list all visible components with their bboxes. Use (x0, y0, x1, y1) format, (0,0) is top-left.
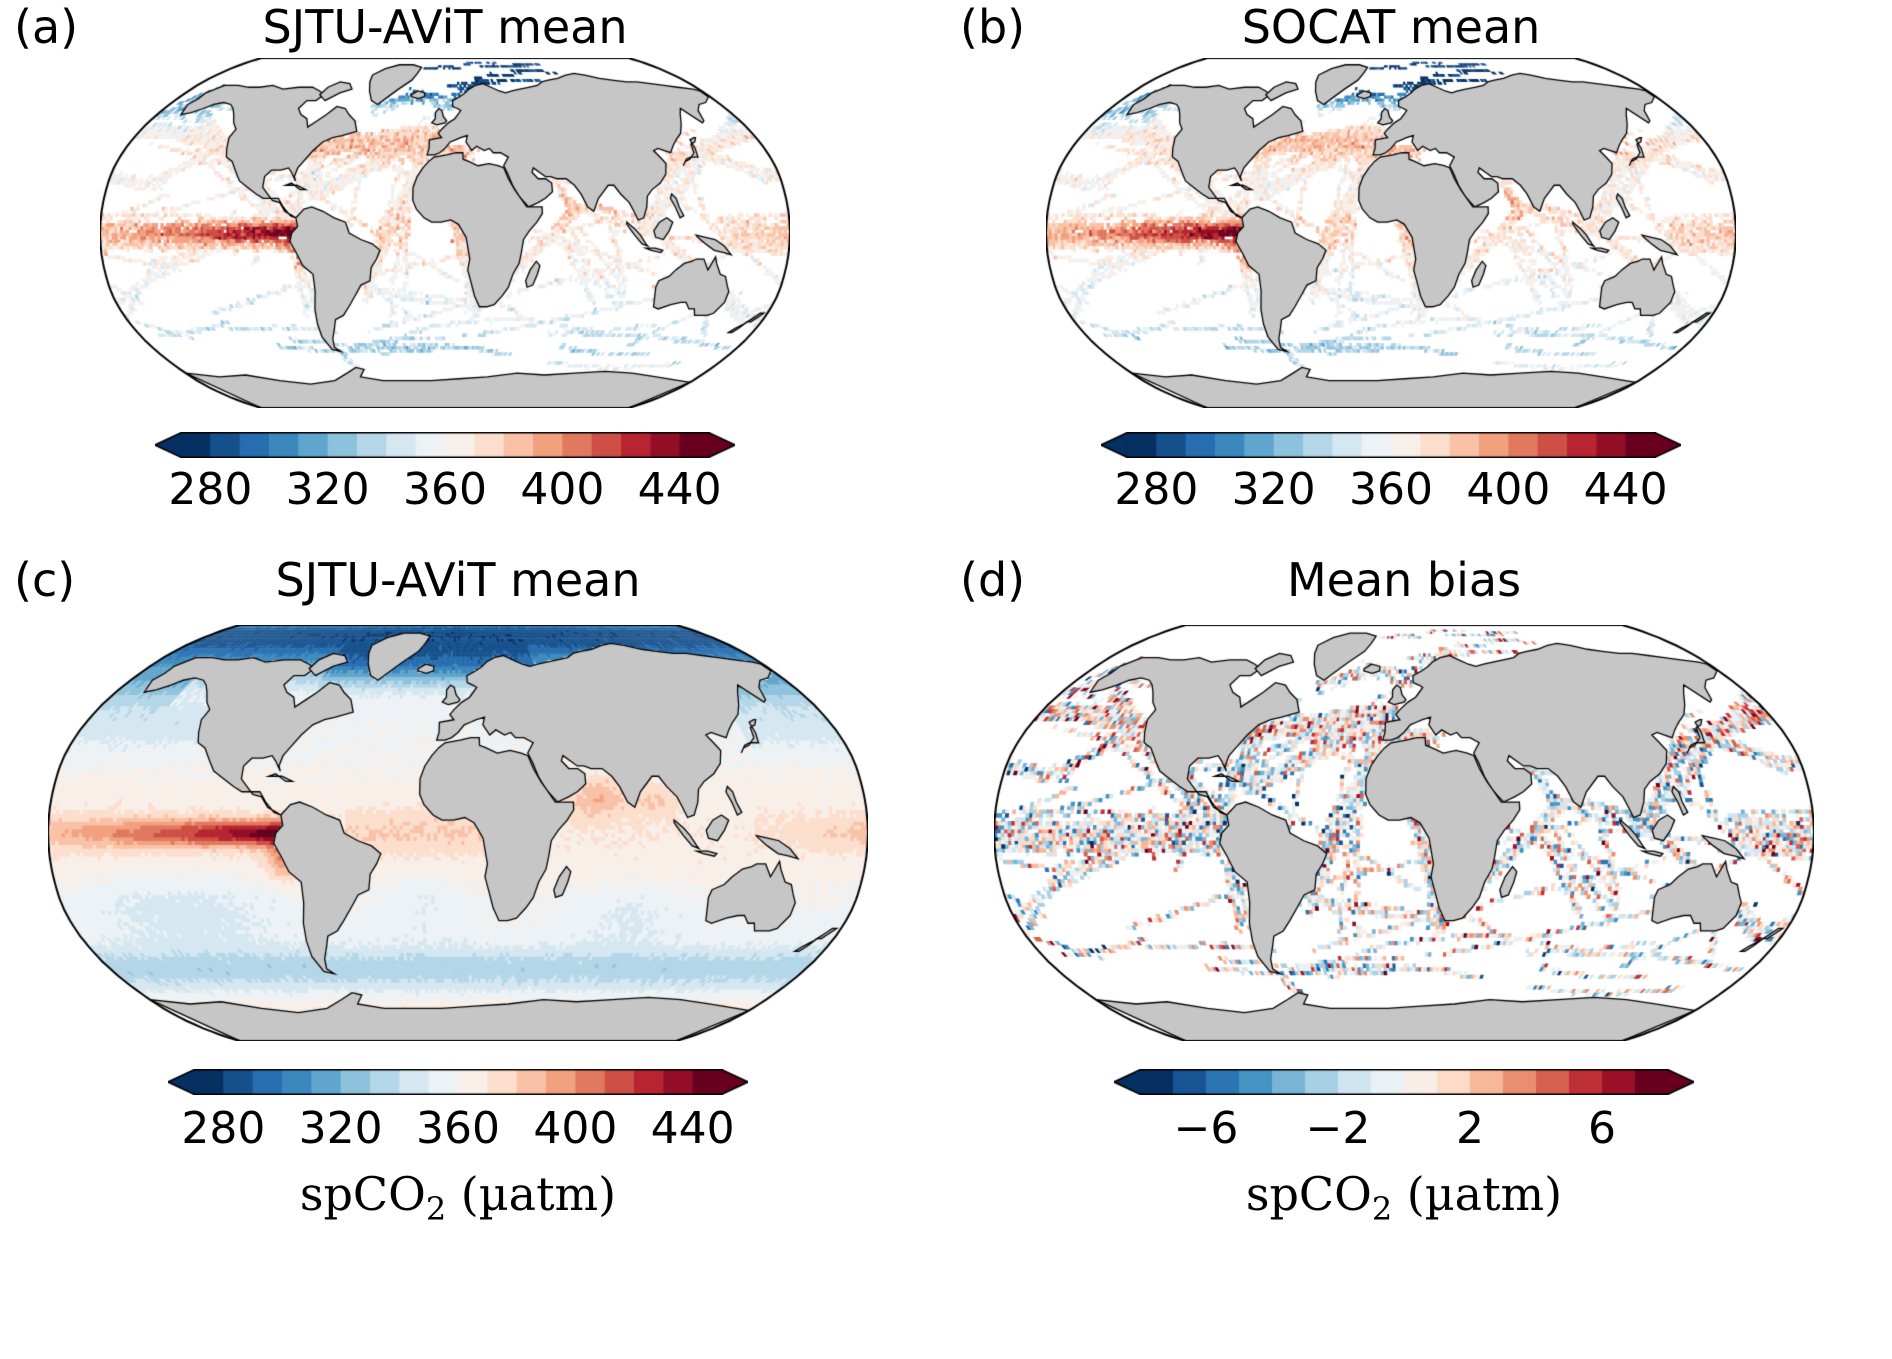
colorbar-tick-label: −6 (1173, 1103, 1239, 1154)
panel-b-label: (b) (960, 0, 1026, 54)
colorbar-tick-label: 320 (298, 1103, 383, 1154)
panel-b: (b) SOCAT mean 280 320 360 400 440 (946, 0, 1892, 545)
panel-d-colorbar-ticks: −6 −2 2 6 (1114, 1103, 1694, 1157)
panel-d-colorbar (1114, 1069, 1694, 1095)
panel-c: (c) SJTU-AViT mean 280 320 360 400 440 spCO2… (0, 545, 946, 1359)
axis-label-units: (µatm) (1392, 1167, 1563, 1221)
axis-label-variable: spCO (1245, 1167, 1372, 1221)
axis-label-variable: spCO (299, 1167, 426, 1221)
colorbar-tick-label: 280 (181, 1103, 266, 1154)
panel-d-axis-label: spCO2 (µatm) (1114, 1167, 1694, 1228)
colorbar-tick-label: 360 (416, 1103, 500, 1154)
colorbar-tick-label: 360 (1349, 464, 1433, 515)
colorbar-tick-label: 6 (1588, 1103, 1616, 1154)
axis-label-units: (µatm) (446, 1167, 617, 1221)
panel-c-colorbar (168, 1069, 748, 1095)
panel-c-axis-label: spCO2 (µatm) (168, 1167, 748, 1228)
panel-a-title: SJTU-AViT mean (262, 0, 628, 54)
panel-c-title: SJTU-AViT mean (275, 553, 641, 607)
colorbar-tick-label: 320 (285, 464, 370, 515)
colorbar-tick-label: 440 (637, 464, 722, 515)
colorbar-tick-label: 2 (1456, 1103, 1484, 1154)
colorbar-tick-label: −2 (1305, 1103, 1371, 1154)
panel-a-colorbar (155, 432, 735, 458)
panel-d-title: Mean bias (1286, 553, 1522, 607)
colorbar-tick-label: 440 (1583, 464, 1668, 515)
panel-a: (a) SJTU-AViT mean 280 320 360 400 440 (0, 0, 946, 545)
colorbar-tick-label: 320 (1231, 464, 1316, 515)
panel-d: (d) Mean bias −6 −2 2 6 spCO2 (µatm) (946, 545, 1892, 1359)
colorbar-tick-label: 440 (650, 1103, 735, 1154)
axis-label-subscript: 2 (1371, 1190, 1393, 1229)
panel-a-colorbar-ticks: 280 320 360 400 440 (155, 464, 735, 518)
panel-c-label: (c) (14, 553, 76, 607)
panel-c-colorbar-ticks: 280 320 360 400 440 (168, 1103, 748, 1157)
colorbar-tick-label: 360 (403, 464, 487, 515)
panel-b-colorbar-ticks: 280 320 360 400 440 (1101, 464, 1681, 518)
panel-d-label: (d) (960, 553, 1026, 607)
colorbar-tick-label: 400 (520, 464, 605, 515)
panel-a-world-map (100, 58, 790, 408)
panel-c-world-map (48, 625, 868, 1041)
panel-b-world-map (1046, 58, 1736, 408)
panel-d-world-map (994, 625, 1814, 1041)
colorbar-tick-label: 280 (1114, 464, 1199, 515)
panel-b-colorbar (1101, 432, 1681, 458)
panel-a-label: (a) (14, 0, 79, 54)
panel-b-title: SOCAT mean (1241, 0, 1541, 54)
colorbar-tick-label: 400 (1466, 464, 1551, 515)
axis-label-subscript: 2 (425, 1190, 447, 1229)
colorbar-tick-label: 280 (168, 464, 253, 515)
colorbar-tick-label: 400 (533, 1103, 618, 1154)
